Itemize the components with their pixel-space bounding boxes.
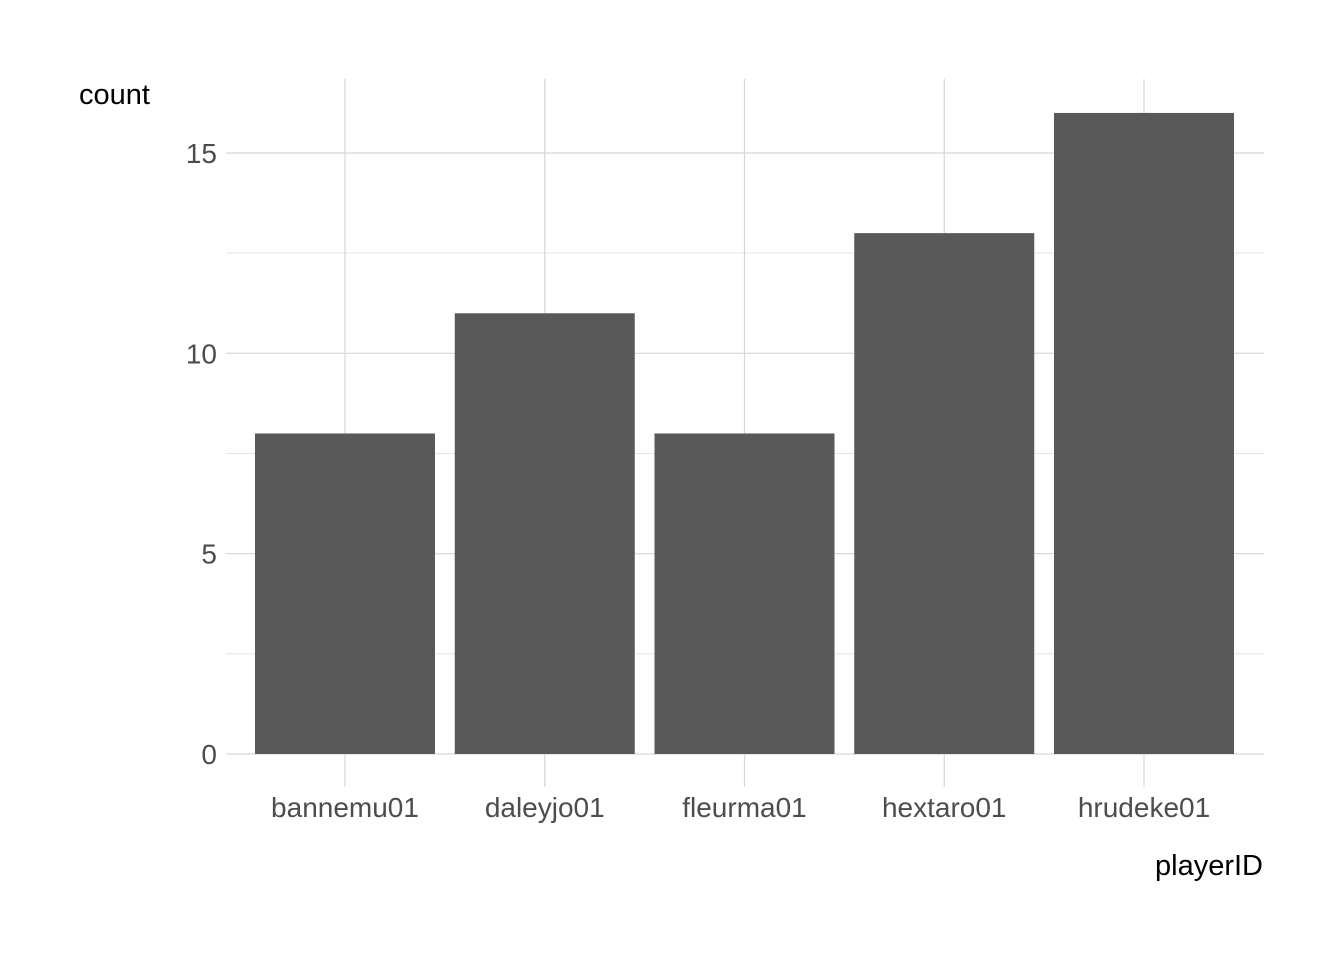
bar-hextaro01 bbox=[854, 233, 1035, 755]
y-axis-title: count bbox=[79, 79, 150, 111]
x-tick-labels: bannemu01 daleyjo01 fleurma01 hextaro01 hrud… bbox=[271, 792, 1210, 823]
y-tick-labels: 0 5 10 15 bbox=[186, 138, 217, 770]
y-tick-label: 15 bbox=[186, 138, 217, 169]
bar-fleurma01 bbox=[654, 433, 835, 754]
x-tick-label: fleurma01 bbox=[682, 792, 807, 823]
bar-hrudeke01 bbox=[1054, 112, 1234, 754]
bar-bannemu01 bbox=[255, 433, 435, 754]
y-tick-label: 0 bbox=[201, 739, 217, 770]
x-tick-label: hrudeke01 bbox=[1078, 792, 1210, 823]
y-tick-label: 10 bbox=[186, 338, 217, 369]
x-tick-label: bannemu01 bbox=[271, 792, 419, 823]
x-tick-label: hextaro01 bbox=[882, 792, 1007, 823]
x-tick-label: daleyjo01 bbox=[485, 792, 605, 823]
x-axis-title: playerID bbox=[1155, 850, 1263, 882]
y-tick-label: 5 bbox=[201, 539, 217, 570]
bar-daleyjo01 bbox=[454, 313, 635, 754]
bars bbox=[255, 112, 1234, 755]
